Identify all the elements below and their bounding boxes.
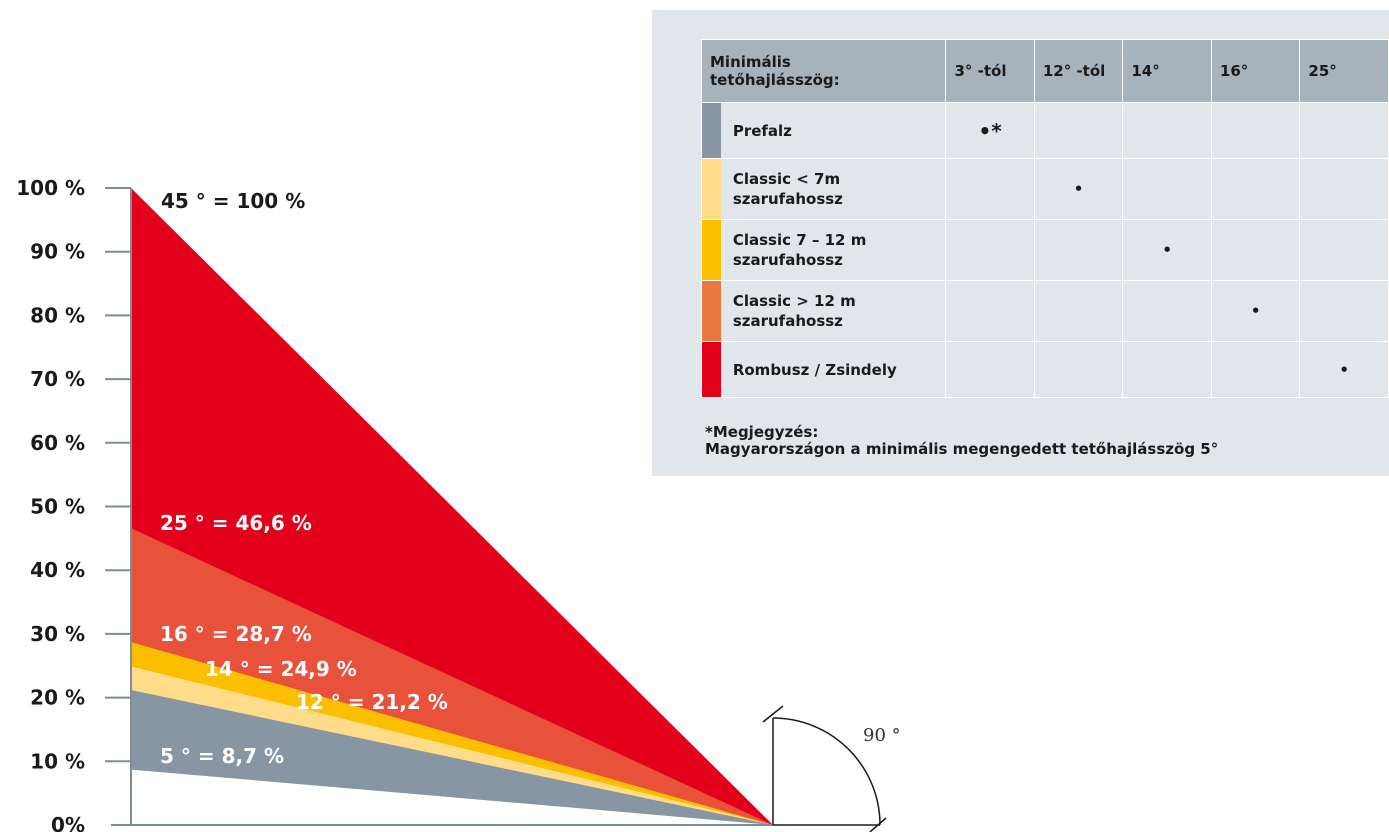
row-name: Rombusz / Zsindely [720,341,947,398]
y-tick-label: 100 % [16,176,85,200]
band-5deg [131,769,773,825]
row-name-line: szarufahossz [732,190,843,208]
row-name-line: Classic > 12 m [732,292,856,310]
y-tick-label: 10 % [30,749,85,773]
band-label-45deg: 45 ° = 100 % [161,189,305,213]
row-mark-cell: • [1122,219,1212,281]
angle-indicator: 90 ° [762,705,901,832]
note: *Megjegyzés: Magyarországon a minimális … [705,424,1218,458]
row-color-swatch [700,102,721,159]
note-text: Magyarországon a minimális megengedett t… [705,440,1219,458]
row-mark-cell [1033,341,1124,398]
row-name: Classic < 7m szarufahossz [720,158,947,220]
note-title: *Megjegyzés: [705,423,819,441]
row-mark-cell: • [1033,158,1124,220]
band-label-12deg: 12 ° = 21,2 % [296,690,448,714]
band-label-5deg: 5 ° = 8,7 % [160,744,284,768]
y-tick-label: 50 % [30,495,85,519]
row-mark-cell [945,158,1035,220]
row-color-swatch [700,219,721,281]
row-name: Classic > 12 m szarufahossz [720,280,947,342]
table-row: Rombusz / Zsindely • [700,341,1389,398]
row-mark-cell [1210,219,1301,281]
table-row: Classic 7 – 12 m szarufahossz • [700,219,1389,281]
row-mark-cell [1210,341,1301,398]
table-row: Prefalz •* [700,102,1389,159]
roof-pitch-table-panel: Minimális tetőhajlásszög: 3° -tól 12° -t… [652,10,1389,476]
row-name-line: Classic 7 – 12 m [732,231,867,249]
row-name-line: Prefalz [732,121,792,140]
row-mark-cell [1122,280,1212,342]
table-row: Classic < 7m szarufahossz • [700,158,1389,220]
row-name-line: szarufahossz [732,251,843,269]
header-col: 3° -tól [945,39,1035,103]
row-mark-cell [1210,158,1301,220]
y-tick-label: 20 % [30,686,85,710]
row-color-swatch [700,158,721,220]
header-col: 14° [1122,39,1212,103]
row-mark-cell [1122,158,1212,220]
y-axis: 0% 10 % 20 % 30 % 40 % 50 % 60 % 70 % 80 % 90 % 10… [16,176,773,832]
row-mark-cell [1299,219,1389,281]
row-name-line: szarufahossz [732,312,843,330]
band-label-14deg: 14 ° = 24,9 % [205,657,357,681]
row-name-line: Classic < 7m [732,170,841,188]
roof-pitch-table: Minimális tetőhajlásszög: 3° -tól 12° -t… [700,39,1389,398]
angle-tick-top [762,705,784,723]
row-mark-cell [1033,280,1124,342]
band-label-16deg: 16 ° = 28,7 % [160,622,312,646]
header-min-pitch: Minimális tetőhajlásszög: [700,39,947,103]
row-mark-cell [1299,158,1389,220]
y-tick-label: 90 % [30,240,85,264]
y-tick-label: 40 % [30,558,85,582]
row-name: Prefalz [720,102,947,159]
row-mark-cell: • [1210,280,1301,342]
table-header-row: Minimális tetőhajlásszög: 3° -tól 12° -t… [700,39,1389,103]
row-mark-cell [945,280,1035,342]
angle-label: 90 ° [863,725,901,746]
header-col: 12° -tól [1033,39,1124,103]
table-row: Classic > 12 m szarufahossz • [700,280,1389,342]
row-mark-cell [1033,219,1124,281]
slope-bands [131,188,773,825]
row-name: Classic 7 – 12 m szarufahossz [720,219,947,281]
header-col: 25° [1299,39,1389,103]
row-mark-cell [1122,102,1212,159]
band-label-25deg: 25 ° = 46,6 % [160,511,312,535]
row-mark-cell [1033,102,1124,159]
y-tick-label: 0% [51,813,85,832]
row-mark-cell: •* [945,102,1035,159]
table-body: Prefalz •* Classic < 7m szarufahossz • Classi… [700,102,1389,398]
row-mark-cell [1299,280,1389,342]
row-mark-cell [1299,102,1389,159]
y-tick-label: 60 % [30,431,85,455]
row-color-swatch [700,280,721,342]
row-name-line: Rombusz / Zsindely [732,360,897,379]
angle-arc [772,717,881,826]
header-col: 16° [1210,39,1301,103]
y-tick-label: 80 % [30,303,85,327]
y-tick-label: 30 % [30,622,85,646]
row-mark-cell [1122,341,1212,398]
y-tick-label: 70 % [30,367,85,391]
angle-tick-right [869,817,887,832]
row-mark-cell [1210,102,1301,159]
row-mark-cell: • [1299,341,1389,398]
row-color-swatch [700,341,721,398]
row-mark-cell [945,341,1035,398]
row-mark-cell [945,219,1035,281]
band-labels: 45 ° = 100 % 25 ° = 46,6 % 16 ° = 28,7 % 14… [160,189,448,768]
